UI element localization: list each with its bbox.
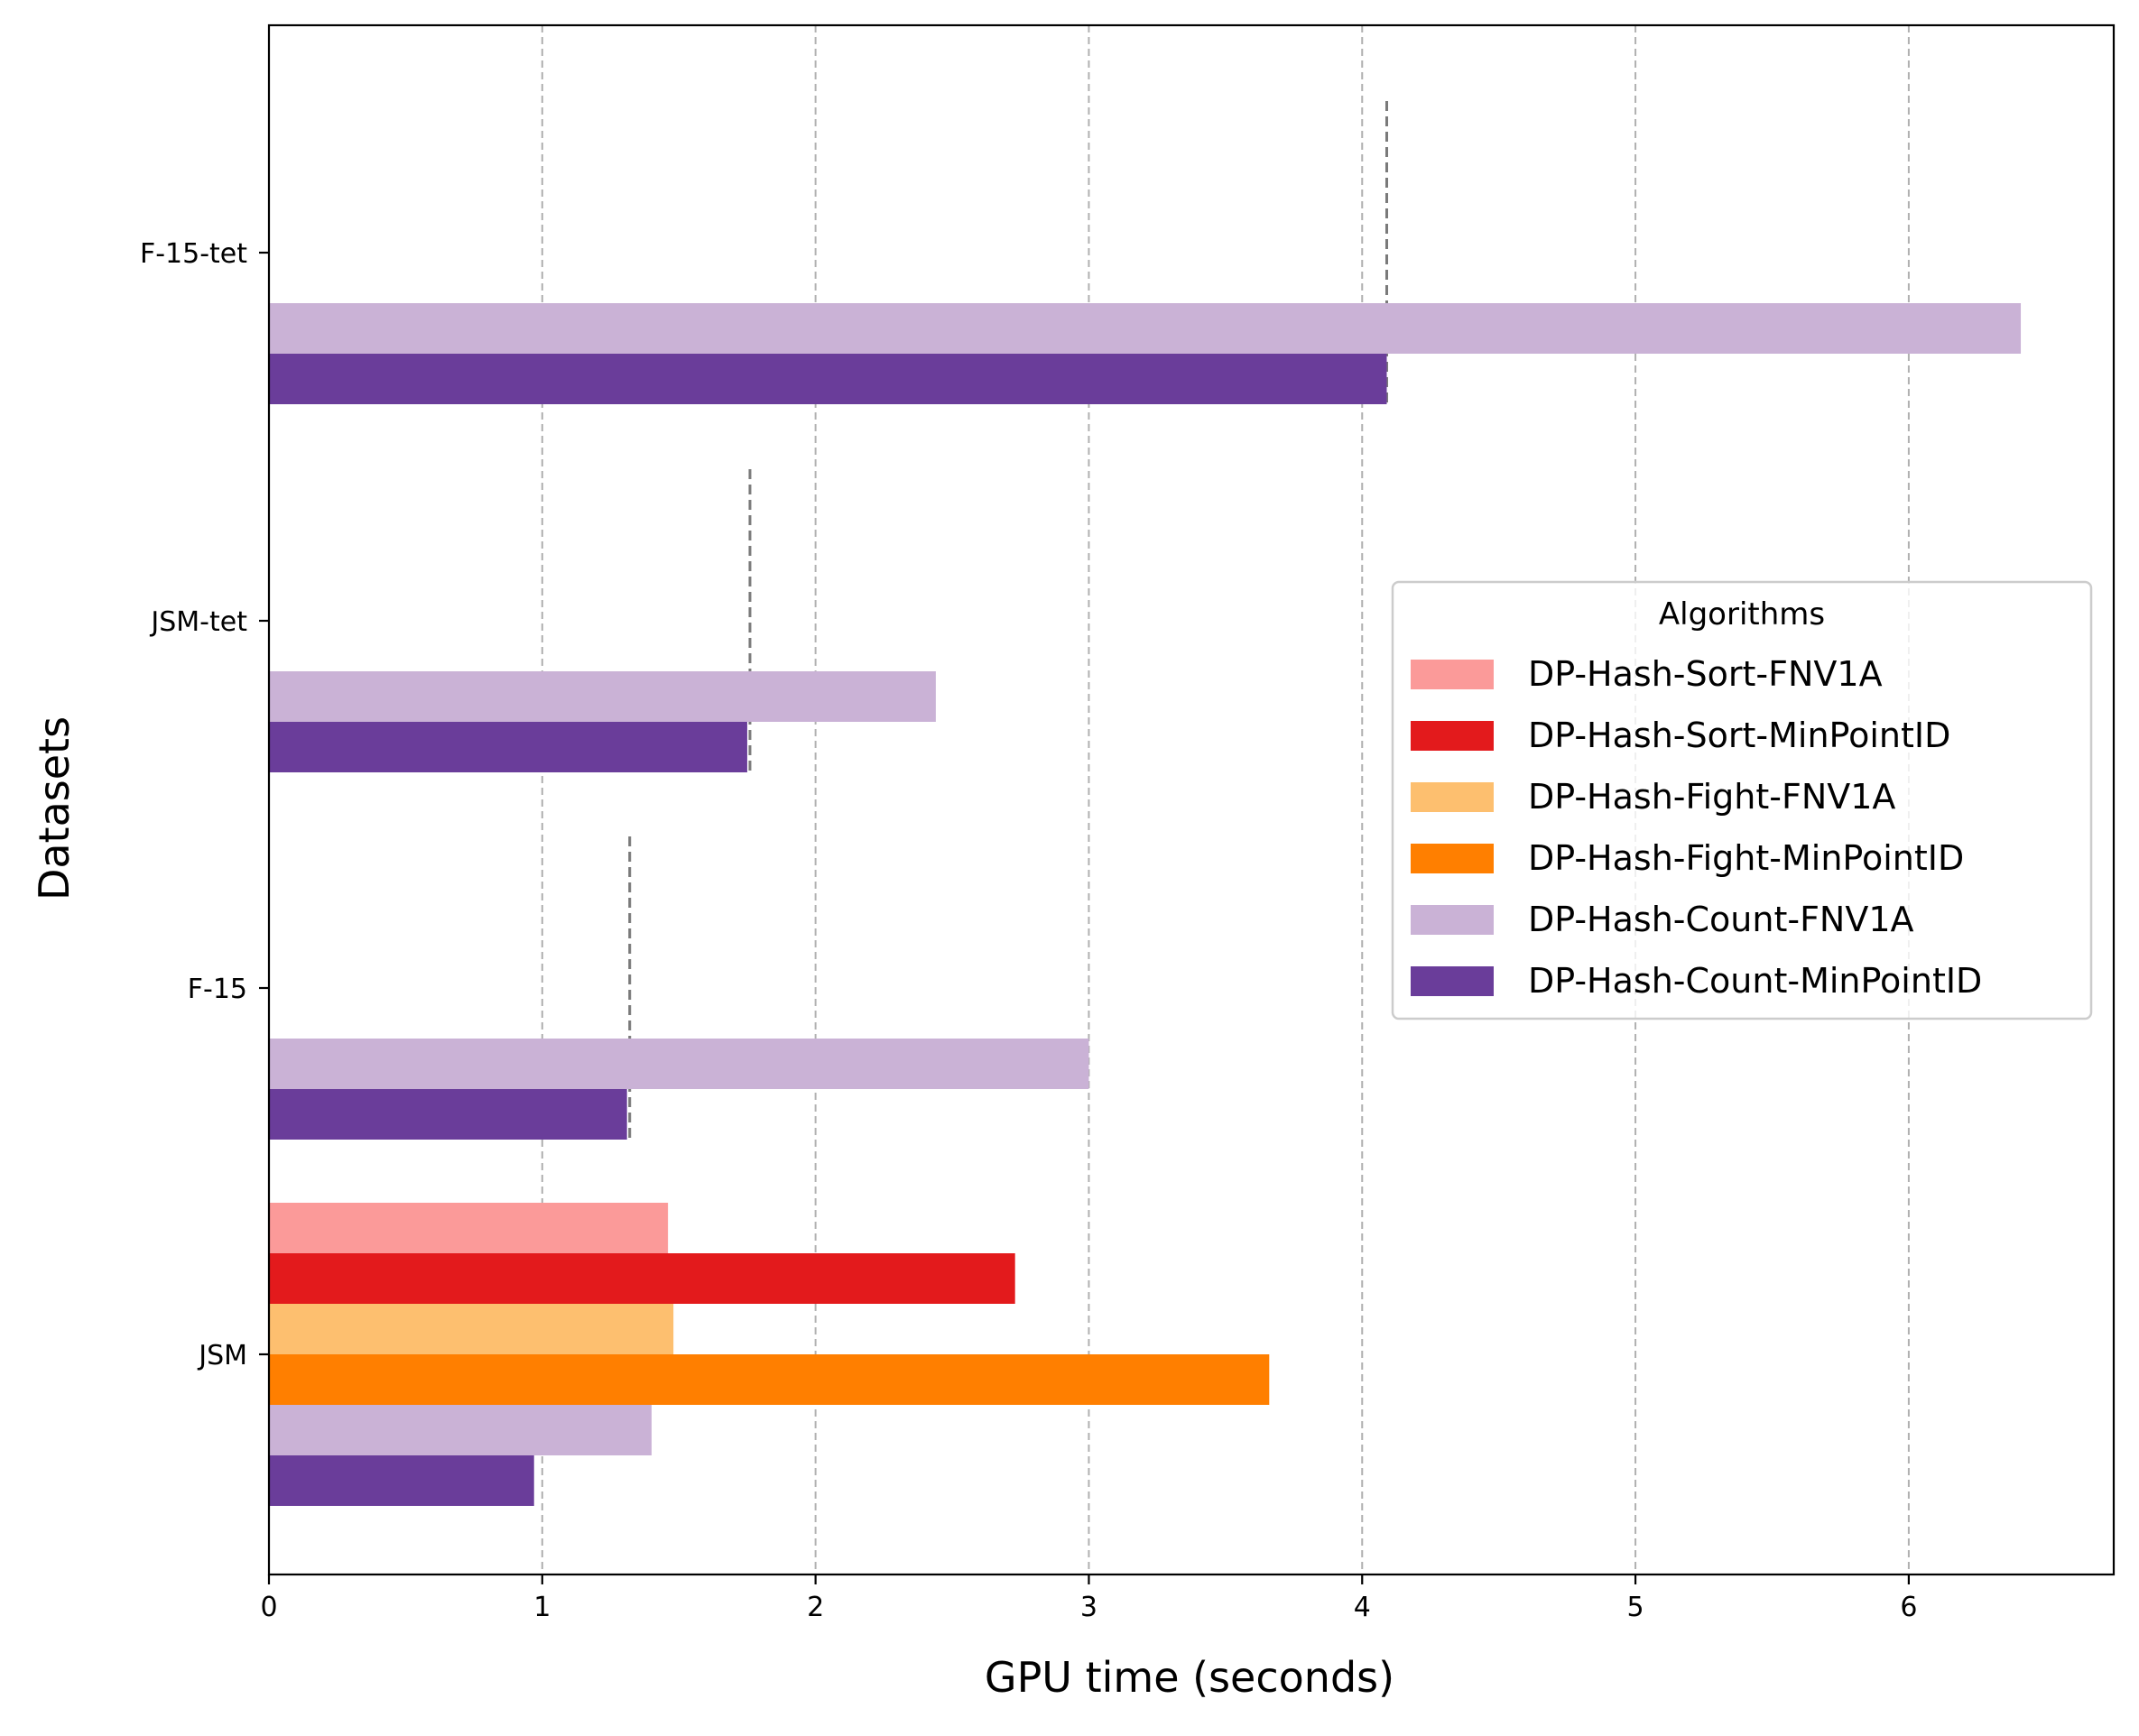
bar bbox=[269, 1089, 627, 1140]
bar bbox=[269, 1405, 652, 1455]
legend-item-label: DP-Hash-Sort-MinPointID bbox=[1528, 716, 1950, 755]
x-tick-label: 0 bbox=[260, 1592, 277, 1623]
legend-title: Algorithms bbox=[1659, 596, 1825, 633]
legend-item-label: DP-Hash-Fight-FNV1A bbox=[1528, 777, 1895, 817]
bar bbox=[269, 1455, 534, 1506]
legend-frame bbox=[1391, 580, 2093, 1020]
y-tick-label: JSM-tet bbox=[149, 606, 247, 638]
legend-swatch bbox=[1411, 660, 1494, 689]
bar bbox=[269, 1354, 1270, 1405]
bar bbox=[269, 354, 1387, 404]
plot-frame bbox=[267, 23, 2116, 1576]
bar bbox=[269, 1203, 669, 1253]
legend-item-label: DP-Hash-Count-FNV1A bbox=[1528, 900, 1914, 939]
bar bbox=[269, 303, 2022, 354]
x-tick-label: 1 bbox=[533, 1592, 551, 1623]
x-axis-title: GPU time (seconds) bbox=[985, 1653, 1394, 1702]
x-tick-label: 6 bbox=[1900, 1592, 1917, 1623]
legend-swatch bbox=[1411, 844, 1494, 873]
legend-item-label: DP-Hash-Count-MinPointID bbox=[1528, 961, 1982, 1001]
legend-item-label: DP-Hash-Fight-MinPointID bbox=[1528, 838, 1964, 878]
bar bbox=[269, 1253, 1015, 1304]
y-axis-title: Datasets bbox=[30, 716, 79, 900]
bar bbox=[269, 722, 747, 772]
x-tick-label: 2 bbox=[807, 1592, 824, 1623]
y-tick-label: F-15 bbox=[188, 974, 247, 1005]
x-tick-label: 3 bbox=[1080, 1592, 1097, 1623]
bar bbox=[269, 1039, 1089, 1089]
y-tick-label: F-15-tet bbox=[140, 238, 247, 270]
legend-item-label: DP-Hash-Sort-FNV1A bbox=[1528, 654, 1883, 694]
legend-swatch bbox=[1411, 782, 1494, 812]
legend-swatch bbox=[1411, 905, 1494, 935]
legend-swatch bbox=[1411, 721, 1494, 751]
x-tick-label: 5 bbox=[1627, 1592, 1644, 1623]
y-tick-label: JSM bbox=[197, 1340, 247, 1371]
bar bbox=[269, 1304, 674, 1354]
bar bbox=[269, 671, 936, 722]
x-tick-label: 4 bbox=[1354, 1592, 1371, 1623]
legend-swatch bbox=[1411, 966, 1494, 996]
legend: Algorithms DP-Hash-Sort-FNV1A DP-Hash-Sort… bbox=[1391, 580, 2093, 1020]
